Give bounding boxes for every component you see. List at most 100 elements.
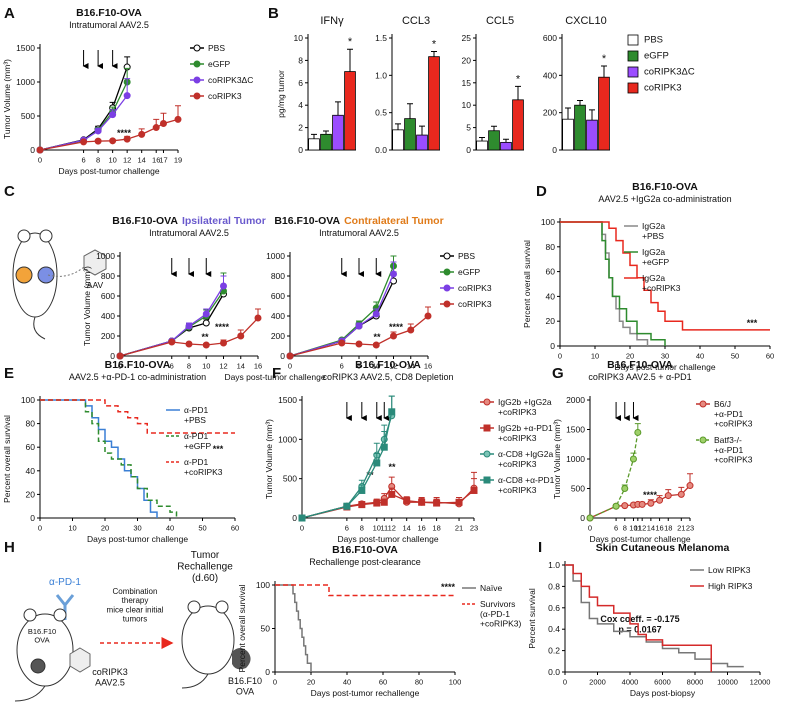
- legend-marker: [443, 252, 451, 260]
- panel-letter: F: [272, 365, 281, 382]
- point: [621, 485, 629, 492]
- x-tick-label: 10: [108, 156, 116, 165]
- y-axis-label: Tumor Volume (mm³): [552, 419, 562, 499]
- series: [36, 105, 182, 154]
- y-tick-label: 50: [261, 624, 271, 634]
- point: [433, 499, 441, 507]
- annotation: ****: [441, 582, 456, 592]
- survival-curve: [40, 399, 158, 518]
- y-tick-label: 200: [101, 331, 115, 341]
- y-tick-label: 4: [298, 100, 303, 110]
- x-tick-label: 16: [152, 156, 160, 165]
- legend-label: PBS: [644, 35, 663, 46]
- error-bar: [601, 65, 607, 78]
- y-tick-label: 1000: [16, 77, 35, 87]
- chart-title: B16.F10-OVA: [607, 359, 673, 371]
- y-tick-label: 1000: [566, 454, 585, 464]
- point: [621, 502, 629, 510]
- legend-marker: [483, 450, 491, 458]
- y-tick-label: 0.0: [548, 667, 560, 677]
- point: [80, 138, 88, 146]
- y-axis-label: Percent overall survival: [522, 240, 532, 328]
- point: [424, 312, 432, 320]
- annotation: ****: [117, 128, 132, 138]
- point: [355, 340, 363, 348]
- y-tick-label: 10: [462, 100, 472, 110]
- legend-label: coRIPK3: [644, 83, 682, 94]
- legend-marker: [193, 92, 201, 100]
- panel-letter: G: [552, 365, 564, 382]
- point: [237, 332, 245, 340]
- point: [338, 339, 346, 347]
- legend-label: Naïve: [480, 583, 502, 593]
- y-axis-label: Percent survival: [527, 588, 537, 649]
- point: [373, 459, 381, 467]
- bar: [512, 99, 524, 151]
- survival-curve: [565, 564, 744, 668]
- x-tick-label: 6000: [654, 678, 671, 687]
- legend-marker: [699, 400, 707, 408]
- legend-label: eGFP: [208, 59, 231, 69]
- y-tick-label: 80: [26, 419, 36, 429]
- x-tick-label: 11: [634, 524, 642, 533]
- legend-label: IgG2a +coRIPK3: [642, 273, 681, 293]
- legend-label: eGFP: [458, 267, 481, 277]
- point: [612, 502, 620, 510]
- point: [202, 319, 210, 327]
- x-tick-label: 60: [231, 524, 239, 533]
- x-tick-label: 6: [345, 524, 349, 533]
- point: [220, 282, 227, 290]
- legend-label: IgG2a +eGFP: [642, 247, 669, 267]
- y-tick-label: 0.4: [548, 624, 560, 634]
- x-axis-label: Days post-tumor challenge: [589, 534, 690, 544]
- legend-label: coRIPK3: [458, 299, 492, 309]
- point: [159, 119, 167, 127]
- point: [174, 115, 182, 123]
- point: [586, 514, 594, 522]
- y-tick-label: 1000: [96, 251, 115, 261]
- x-tick-label: 0: [38, 156, 42, 165]
- x-tick-label: 6: [614, 524, 618, 533]
- series: [298, 478, 478, 522]
- x-tick-label: 80: [415, 678, 423, 687]
- legend-marker: [443, 300, 451, 308]
- diagram-label: AAV: [87, 280, 104, 290]
- x-tick-label: 40: [343, 678, 351, 687]
- x-tick-label: 12: [123, 156, 131, 165]
- y-tick-label: 1000: [278, 434, 297, 444]
- bar: [574, 104, 586, 151]
- x-tick-label: 18: [664, 524, 672, 533]
- chart-title: B16.F10-OVA Ipsilateral Tumor: [112, 215, 266, 227]
- y-tick-label: 20: [546, 316, 556, 326]
- x-tick-label: 30: [133, 524, 141, 533]
- x-tick-label: 10: [591, 352, 599, 361]
- x-axis-label: Days post-tumor challenge: [614, 362, 715, 372]
- x-tick-label: 16: [655, 524, 663, 533]
- error-bar: [577, 100, 583, 106]
- point: [254, 314, 262, 322]
- chart-title: B16.F10-OVA: [355, 359, 421, 371]
- y-tick-label: 5: [466, 123, 471, 133]
- x-tick-label: 60: [379, 678, 387, 687]
- point: [185, 322, 193, 330]
- x-tick-label: 40: [166, 524, 174, 533]
- point: [202, 310, 210, 318]
- x-tick-label: 10: [629, 524, 637, 533]
- point: [664, 492, 672, 500]
- chart-title: B16.F10-OVA: [76, 7, 142, 19]
- diagram-label: B16.F10 OVA: [28, 627, 56, 645]
- legend-label: coRIPK3ΔC: [644, 67, 695, 78]
- bar: [598, 76, 610, 151]
- y-tick-label: 400: [543, 70, 557, 80]
- y-tick-label: 2: [298, 123, 303, 133]
- point: [116, 352, 124, 360]
- point: [455, 498, 463, 506]
- y-tick-label: 0: [550, 341, 555, 351]
- legend-swatch: [627, 50, 639, 62]
- legend-marker: [483, 476, 491, 484]
- point: [94, 127, 102, 135]
- annotation: **: [388, 462, 396, 472]
- y-tick-label: 0: [552, 145, 557, 155]
- bar: [392, 129, 404, 151]
